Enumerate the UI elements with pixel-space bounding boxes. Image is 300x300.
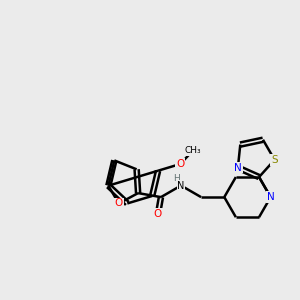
Text: N: N <box>267 192 274 202</box>
Text: O: O <box>115 199 123 208</box>
Text: S: S <box>271 155 278 165</box>
Text: N: N <box>177 181 185 190</box>
Text: CH₃: CH₃ <box>185 146 201 155</box>
Text: O: O <box>176 159 184 169</box>
Text: H: H <box>177 181 185 190</box>
Text: N: N <box>234 163 242 172</box>
Text: O: O <box>154 209 162 219</box>
Text: H: H <box>173 174 180 183</box>
